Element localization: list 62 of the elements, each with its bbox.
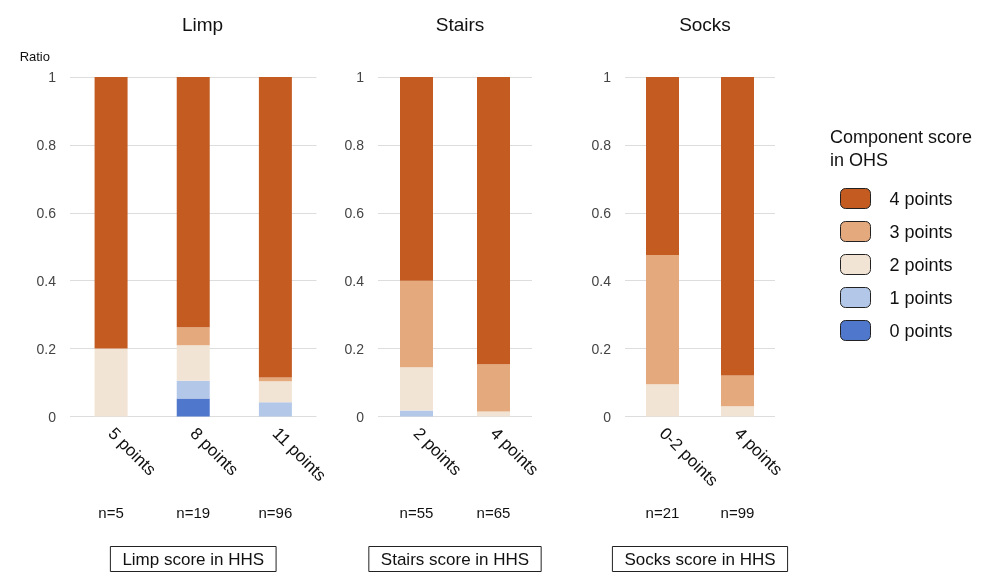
y-tick-label: 0.6 — [36, 204, 57, 221]
y-tick-label: 0.4 — [591, 272, 612, 289]
text: n=99 — [720, 504, 755, 521]
legend-label: 0 points — [889, 320, 953, 341]
y-tick-label: 0.6 — [591, 204, 612, 221]
bar — [176, 398, 210, 417]
y-tick-label: 0.2 — [344, 340, 365, 357]
bar — [176, 345, 210, 381]
legend-label: 1 points — [889, 287, 953, 308]
bar — [94, 348, 128, 417]
bar — [400, 77, 433, 281]
bar — [721, 77, 754, 376]
x-axis-title: Stairs score in HHS — [380, 549, 530, 569]
y-tick-label: 0.8 — [591, 136, 612, 153]
y-tick-label: 0.8 — [344, 136, 365, 153]
bar — [477, 364, 510, 412]
bar — [176, 380, 210, 399]
bar — [646, 77, 679, 255]
legend-label: 3 points — [889, 221, 953, 242]
text: n=65 — [476, 504, 511, 521]
y-tick-label: 0.4 — [36, 272, 57, 289]
text: n=19 — [176, 504, 211, 521]
bar — [258, 381, 292, 403]
x-axis-title: Socks score in HHS — [624, 549, 776, 569]
y-tick-label: 0.2 — [591, 340, 612, 357]
text: n=21 — [645, 504, 680, 521]
bar — [94, 77, 128, 349]
bar — [477, 411, 510, 417]
bar — [477, 77, 510, 365]
text: n=96 — [258, 504, 293, 521]
bar — [400, 367, 433, 411]
bar — [400, 410, 433, 417]
legend-title: Component score in OHS — [830, 126, 978, 170]
y-tick-label: 1 — [48, 69, 57, 85]
y-tick-label: 1 — [603, 69, 612, 85]
y-tick-label: 0 — [48, 408, 57, 425]
chart-title: Limp — [181, 14, 224, 35]
bar — [721, 375, 754, 407]
bar — [258, 402, 292, 417]
chart-title: Socks — [679, 14, 731, 35]
bar — [646, 254, 679, 385]
y-tick-label: 0.6 — [344, 204, 365, 221]
y-tick-label: 1 — [356, 69, 365, 85]
text: n=5 — [98, 504, 124, 521]
y-tick-label: 0.8 — [36, 136, 57, 153]
text: n=55 — [399, 504, 434, 521]
y-tick-label: 0 — [603, 408, 612, 425]
bar — [721, 406, 754, 417]
x-axis-title: Limp score in HHS — [122, 549, 265, 569]
legend-label: 2 points — [889, 254, 953, 275]
legend-label: 4 points — [889, 188, 953, 209]
bar — [400, 280, 433, 368]
bar — [258, 377, 292, 382]
bar — [176, 77, 210, 328]
y-tick-label: 0 — [356, 408, 365, 425]
bar — [646, 384, 679, 417]
chart-title: Stairs — [435, 14, 485, 35]
bar — [176, 327, 210, 346]
y-tick-label: 0.2 — [36, 340, 57, 357]
bar — [258, 77, 292, 378]
y-axis-title: Ratio — [19, 49, 50, 64]
y-tick-label: 0.4 — [344, 272, 365, 289]
